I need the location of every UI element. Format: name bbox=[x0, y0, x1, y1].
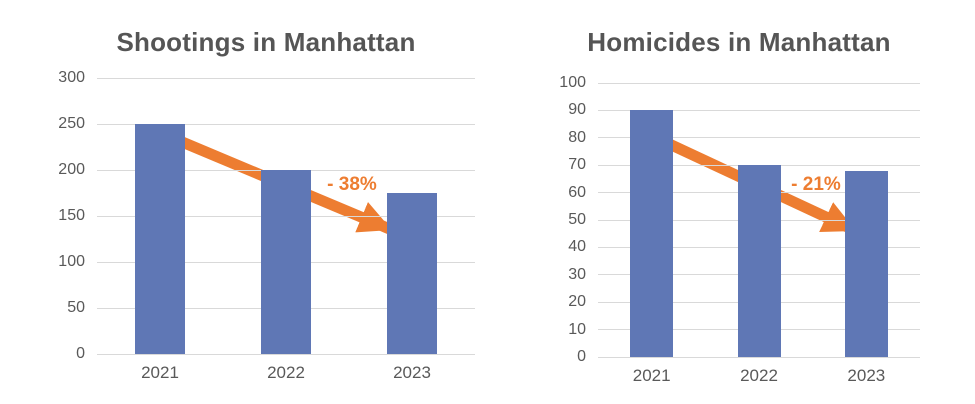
bar-2021 bbox=[630, 110, 674, 357]
y-tick-label-20: 20 bbox=[568, 293, 586, 311]
bar-2023 bbox=[387, 193, 437, 354]
y-tick-label-0: 0 bbox=[577, 348, 586, 365]
y-tick-label-60: 60 bbox=[568, 183, 586, 201]
y-tick-label-10: 10 bbox=[568, 320, 586, 338]
y-tick-label-150: 150 bbox=[58, 207, 85, 224]
plot-area-homicides: - 21% bbox=[598, 82, 920, 358]
y-tick-label-250: 250 bbox=[58, 115, 85, 132]
y-tick-label-70: 70 bbox=[568, 156, 586, 174]
y-tick-label-40: 40 bbox=[568, 238, 586, 256]
y-tick-label-90: 90 bbox=[568, 101, 586, 119]
y-tick-label-100: 100 bbox=[58, 253, 85, 270]
gridline-y-0 bbox=[598, 356, 920, 358]
x-tick-label-2022: 2022 bbox=[267, 363, 305, 382]
y-tick-label-0: 0 bbox=[76, 345, 85, 362]
gridline-y-300 bbox=[97, 77, 475, 79]
x-tick-label-2021: 2021 bbox=[632, 366, 671, 385]
chart-title-homicides: Homicides in Manhattan bbox=[587, 27, 891, 57]
gridline-y-80 bbox=[598, 137, 920, 139]
gridline-y-100 bbox=[598, 82, 920, 84]
chart-title-shootings: Shootings in Manhattan bbox=[116, 27, 416, 57]
y-tick-label-100: 100 bbox=[559, 74, 586, 91]
plot-area-shootings: - 38% bbox=[97, 77, 475, 355]
x-tick-label-2023: 2023 bbox=[393, 363, 431, 382]
gridline-y-250 bbox=[97, 123, 475, 125]
x-tick-label-2022: 2022 bbox=[740, 366, 778, 385]
percent-change-annotation: - 38% bbox=[327, 174, 377, 195]
gridline-y-0 bbox=[97, 353, 475, 355]
percent-change-annotation: - 21% bbox=[791, 174, 841, 195]
y-tick-label-30: 30 bbox=[568, 265, 586, 283]
bar-2022 bbox=[737, 165, 781, 357]
y-tick-label-300: 300 bbox=[58, 69, 85, 86]
y-tick-label-200: 200 bbox=[58, 161, 85, 178]
gridline-y-90 bbox=[598, 109, 920, 111]
bar-2023 bbox=[844, 170, 888, 357]
bar-2022 bbox=[261, 170, 311, 354]
x-tick-label-2023: 2023 bbox=[847, 366, 886, 385]
bar-2021 bbox=[135, 124, 185, 354]
x-tick-label-2021: 2021 bbox=[141, 363, 179, 382]
y-tick-label-50: 50 bbox=[568, 211, 586, 228]
y-tick-label-80: 80 bbox=[568, 128, 586, 146]
y-tick-label-50: 50 bbox=[67, 299, 85, 316]
